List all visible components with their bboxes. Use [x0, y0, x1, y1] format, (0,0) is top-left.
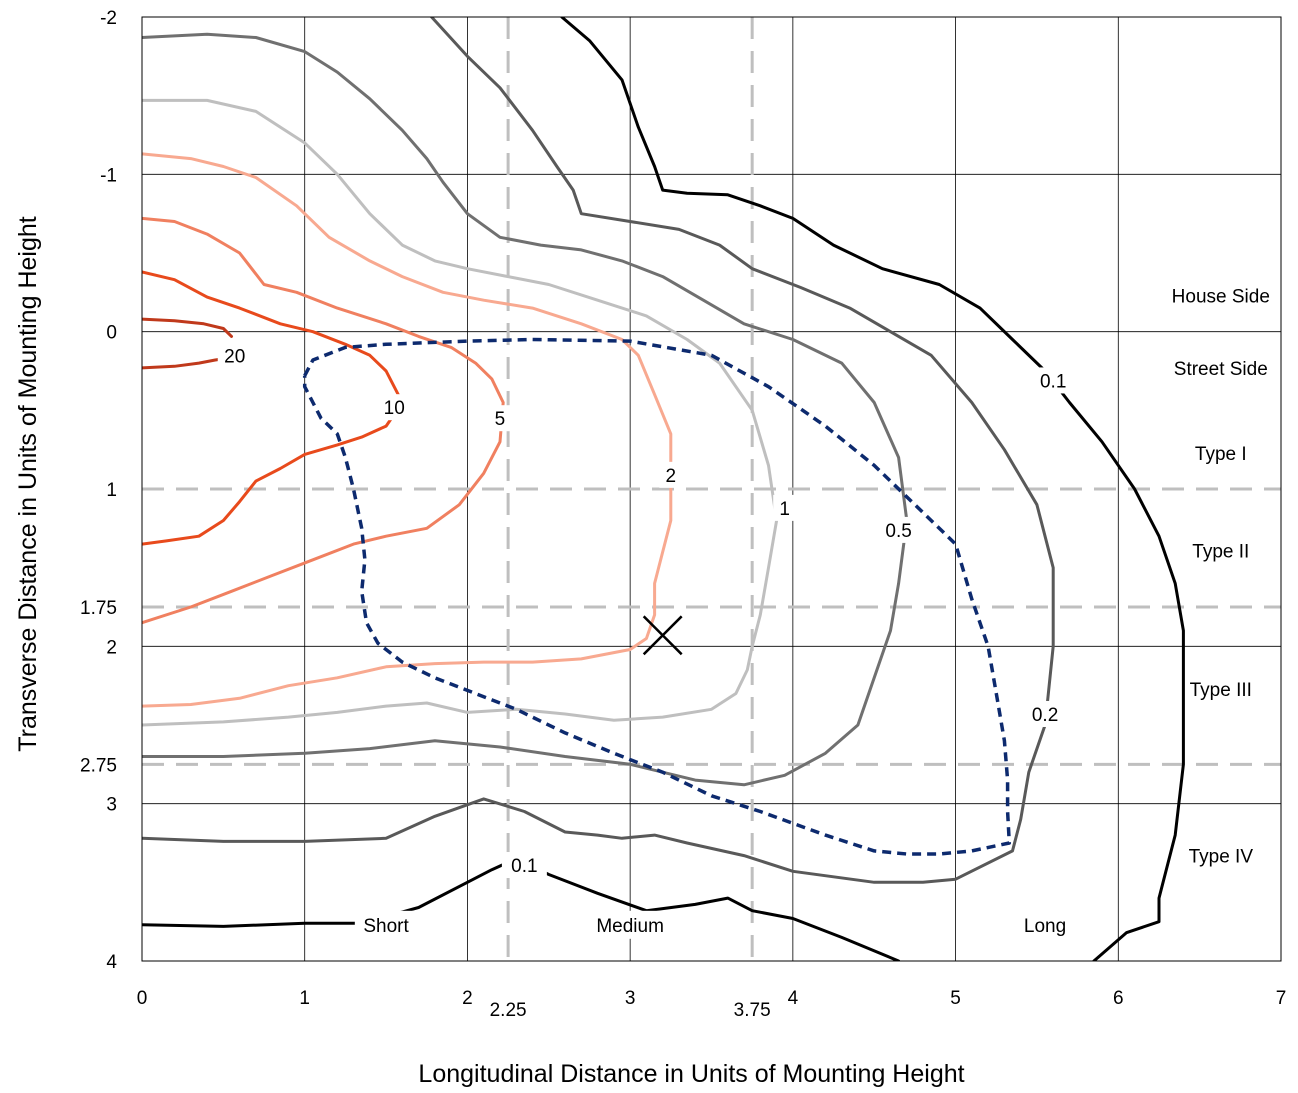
contour-20 — [142, 317, 233, 338]
y-tick-labels: -2 -1 0 1 1.75 2 2.75 3 4 — [80, 8, 117, 973]
contour-0.1 — [560, 17, 1185, 961]
x-tick-labels: 0 1 2 3 4 5 6 7 2.25 3.75 — [137, 988, 1287, 1021]
y-tick-label: 1.75 — [80, 598, 117, 619]
contour-label-bg — [217, 342, 252, 369]
contour-label-bg — [876, 516, 922, 543]
y-tick-label: -1 — [100, 165, 117, 186]
x-tick-label-extra: 3.75 — [734, 1000, 771, 1021]
x-tick-label: 5 — [950, 988, 961, 1009]
region-label-bg — [593, 910, 667, 939]
contour-label-bg — [488, 405, 512, 432]
region-label: House Side — [1172, 286, 1270, 307]
x-tick-label: 0 — [137, 988, 148, 1009]
contour-1 — [142, 98, 779, 727]
x-tick-label: 1 — [299, 988, 310, 1009]
region-label: Type I — [1195, 444, 1247, 465]
region-label: Street Side — [1174, 359, 1268, 380]
x-tick-label: 3 — [625, 988, 636, 1009]
x-tick-label-extra: 2.25 — [490, 1000, 527, 1021]
region-label-bg — [354, 910, 418, 939]
x-tick-label: 6 — [1113, 988, 1124, 1009]
contour-label-bg — [1030, 367, 1076, 394]
contour-label-0.2: 0.2 — [1032, 705, 1058, 726]
region-label: Type III — [1190, 680, 1252, 701]
y-tick-label: 0 — [106, 323, 117, 344]
contour-label-1: 1 — [779, 499, 790, 520]
region-label: Long — [1024, 916, 1066, 937]
plot-frame — [141, 16, 1282, 962]
contour-label-0.5: 0.5 — [885, 521, 911, 542]
y-tick-label: 3 — [106, 795, 117, 816]
y-tick-label: 2 — [106, 637, 117, 658]
region-labels: House Side Street Side Type I Type II Type I… — [354, 286, 1270, 939]
contour-label-20: 20 — [224, 346, 245, 367]
region-label: Type II — [1192, 541, 1249, 562]
region-label-bg — [1019, 910, 1072, 939]
y-tick-label: 4 — [106, 952, 117, 973]
contour-20 — [142, 356, 229, 370]
region-label: Type IV — [1189, 847, 1254, 868]
contour-label-2: 2 — [666, 466, 677, 487]
contour-label-bg — [773, 494, 797, 521]
max-candela-marker — [642, 615, 683, 656]
x-tick-label: 7 — [1276, 988, 1287, 1009]
contour-label-bg — [1022, 700, 1068, 727]
y-tick-label: 2.75 — [80, 755, 117, 776]
y-tick-label: 1 — [106, 480, 117, 501]
contour-label-5: 5 — [495, 409, 506, 430]
contour-label-10: 10 — [384, 398, 405, 419]
contour-0.1 — [142, 857, 901, 961]
region-label: Medium — [596, 916, 664, 937]
y-tick-label: -2 — [100, 8, 117, 29]
contour-10 — [142, 270, 404, 546]
contour-label-bg — [377, 394, 412, 421]
contour-2 — [142, 152, 673, 708]
y-axis-label: Transverse Distance in Units of Mounting… — [14, 216, 42, 751]
contour-label-bg — [659, 461, 683, 488]
classification-dashed-lines — [142, 17, 1281, 961]
x-tick-label: 2 — [462, 988, 473, 1009]
contour-label-bg — [501, 852, 547, 879]
max-candela-x-stroke — [642, 615, 683, 656]
contour-label-0.1: 0.1 — [1040, 371, 1066, 392]
region-label: Short — [363, 916, 409, 937]
contour-label-0.1: 0.1 — [511, 856, 537, 877]
x-tick-label: 4 — [788, 988, 799, 1009]
contour-0.5 — [142, 32, 909, 787]
contour-labels: 0.1 0.1 0.2 0.5 1 2 5 10 20 — [217, 342, 1076, 879]
x-axis-label: Longitudinal Distance in Units of Mounti… — [418, 1060, 964, 1088]
max-candela-trace — [302, 337, 1012, 856]
contour-5 — [142, 216, 505, 625]
contour-0.2 — [142, 17, 1055, 884]
